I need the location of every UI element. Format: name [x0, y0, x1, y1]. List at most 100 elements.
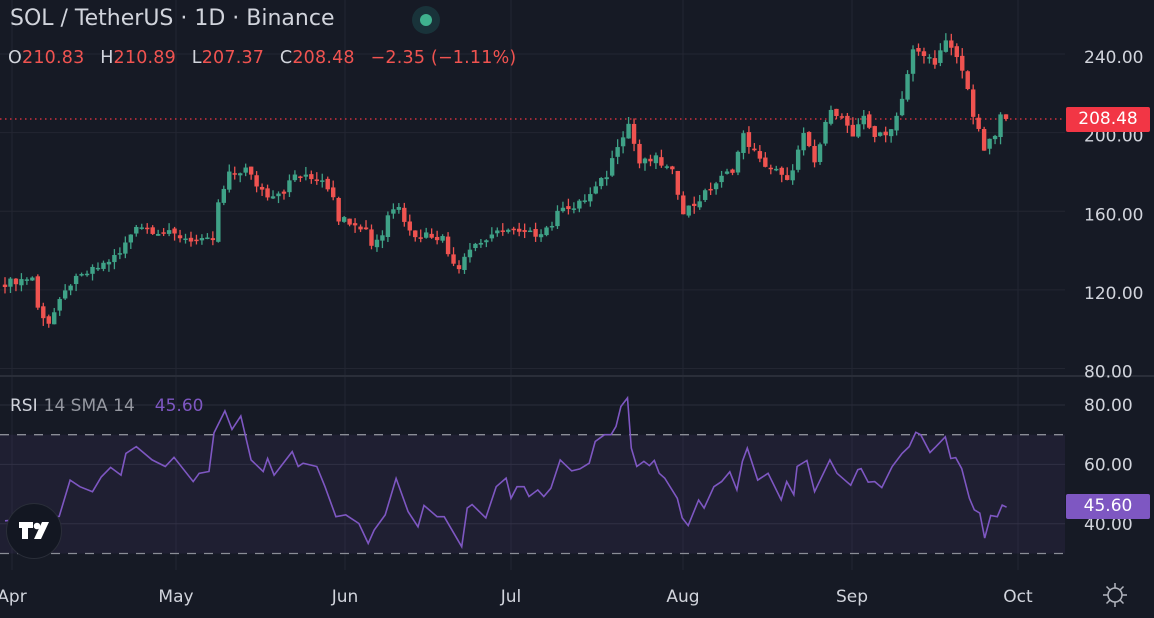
candle-body	[298, 176, 303, 178]
tradingview-logo-icon[interactable]	[6, 503, 62, 559]
candle-body	[177, 235, 183, 239]
candle-body	[391, 209, 396, 214]
candle-body	[276, 193, 281, 197]
candle-body	[402, 207, 407, 222]
candle-body	[675, 170, 681, 195]
candle-body	[752, 148, 757, 151]
candle-body	[19, 279, 24, 286]
candle-up	[227, 164, 232, 193]
candle-body	[434, 236, 440, 241]
candle-body	[161, 232, 166, 234]
rsi-legend[interactable]: RSI 14 SMA 14 45.60	[10, 396, 203, 416]
candle-body	[352, 223, 358, 226]
candle-body	[724, 171, 730, 174]
candle-body	[921, 51, 927, 56]
candle-down	[954, 43, 959, 64]
candle-body	[287, 180, 292, 193]
candle-down	[336, 196, 341, 225]
candle-body	[992, 135, 998, 140]
candle-down	[659, 149, 664, 168]
candle-body	[659, 157, 664, 166]
candle-body	[336, 197, 341, 222]
candle-up	[702, 188, 708, 203]
candle-body	[527, 230, 533, 233]
candle-body	[232, 173, 237, 175]
candle-down	[533, 222, 538, 242]
candle-down	[429, 228, 434, 239]
candle-body	[248, 166, 254, 175]
candle-up	[544, 225, 549, 237]
candle-body	[593, 186, 598, 194]
candle-up	[987, 138, 992, 155]
candle-body	[894, 115, 899, 131]
candle-up	[30, 276, 35, 281]
candle-body	[101, 262, 106, 269]
candle-up	[462, 253, 467, 274]
candle-up	[79, 272, 84, 277]
candle-down	[259, 183, 265, 196]
candle-body	[385, 215, 391, 238]
candle-up	[555, 205, 560, 229]
candle-up	[856, 118, 861, 139]
candle-down	[451, 247, 456, 267]
candle-body	[790, 170, 795, 181]
candle-down	[757, 145, 763, 163]
candle-body	[867, 114, 872, 128]
rsi-params: 14 SMA 14	[43, 396, 135, 416]
time-tick-label: Aug	[666, 587, 699, 607]
last-price-label: 208.48	[1066, 107, 1150, 132]
price-tick-label: 80.00	[1084, 363, 1133, 383]
candle-down	[522, 223, 527, 239]
candle-up	[90, 264, 95, 281]
candle-down	[692, 196, 697, 214]
candle-body	[615, 147, 620, 157]
candle-body	[456, 265, 462, 270]
candle-body	[440, 236, 445, 241]
candle-up	[84, 270, 90, 277]
candle-up	[106, 259, 112, 272]
candle-down	[921, 47, 927, 64]
candle-body	[910, 49, 916, 74]
time-axis[interactable]: Apr May Jun Jul Aug Sep Oct	[0, 587, 1033, 607]
candle-up	[620, 131, 626, 154]
candle-down	[194, 234, 199, 245]
candle-up	[790, 164, 795, 185]
symbol-title[interactable]: SOL / TetherUS · 1D · Binance	[10, 6, 335, 31]
candle-down	[161, 228, 166, 237]
candle-up	[998, 112, 1003, 145]
candle-up	[73, 273, 79, 292]
candle-body	[396, 207, 402, 210]
rsi-line	[4, 395, 1007, 550]
candle-down	[210, 231, 216, 246]
candle-body	[960, 55, 965, 71]
candle-up	[899, 91, 905, 117]
candle-body	[872, 126, 877, 137]
candle-up	[577, 199, 582, 213]
rsi-axis[interactable]: 80.00 60.00 40.00	[1084, 396, 1133, 535]
candle-up	[341, 215, 347, 223]
candle-up	[910, 45, 916, 82]
candle-body	[664, 166, 670, 168]
candle-down	[872, 125, 877, 143]
candle-down	[845, 112, 850, 133]
candle-up	[495, 227, 500, 237]
candle-up	[719, 170, 724, 188]
candle-down	[631, 118, 637, 152]
ohlc-legend: O210.83 H210.89 L207.37 C208.48 −2.35 (−…	[8, 48, 526, 68]
candle-body	[927, 57, 932, 59]
candle-body	[484, 240, 489, 243]
candle-down	[331, 180, 336, 201]
candle-up	[527, 227, 533, 233]
candle-body	[407, 221, 412, 231]
candle-up	[374, 234, 380, 252]
candle-body	[68, 285, 73, 291]
candle-up	[489, 227, 495, 242]
candle-body	[981, 128, 987, 151]
settings-gear-icon[interactable]	[1102, 582, 1128, 608]
candle-body	[325, 178, 330, 190]
candle-body	[254, 175, 259, 187]
candle-body	[626, 123, 631, 139]
candle-up	[478, 238, 484, 248]
